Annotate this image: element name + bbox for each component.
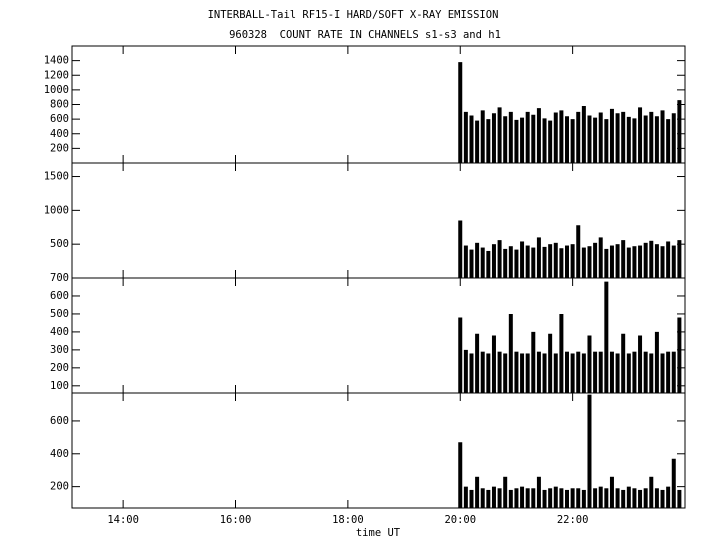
x-axis-label: time UT [356,527,401,539]
y-tick-label: 200 [50,481,69,493]
y-tick-label: 600 [50,415,69,427]
y-tick-label: 700 [50,272,69,284]
y-tick-label: 1000 [44,204,69,216]
x-tick-label: 18:00 [332,514,364,526]
x-tick-label: 14:00 [107,514,139,526]
y-tick-label: 500 [50,238,69,250]
y-tick-label: 100 [50,380,69,392]
y-tick-label: 300 [50,344,69,356]
y-tick-label: 1000 [44,84,69,96]
chart-title: INTERBALL-Tail RF15-I HARD/SOFT X-RAY EM… [208,9,499,21]
x-tick-label: 22:00 [557,514,589,526]
y-tick-label: 800 [50,99,69,111]
y-tick-label: 400 [50,326,69,338]
chart-subtitle: 960328 COUNT RATE IN CHANNELS s1-s3 and … [229,29,501,41]
panel-frame [71,162,686,279]
x-tick-label: 16:00 [220,514,252,526]
y-tick-label: 600 [50,290,69,302]
panel-frame [71,45,686,164]
y-tick-label: 1200 [44,69,69,81]
y-tick-label: 400 [50,448,69,460]
y-tick-label: 1500 [44,171,69,183]
y-tick-label: 400 [50,128,69,140]
y-tick-label: 500 [50,308,69,320]
y-tick-label: 200 [50,362,69,374]
y-tick-label: 600 [50,113,69,125]
panel-frame [71,392,686,509]
y-tick-label: 1400 [44,55,69,67]
y-tick-label: 200 [50,142,69,154]
panel-frame [71,277,686,394]
x-tick-label: 20:00 [444,514,476,526]
